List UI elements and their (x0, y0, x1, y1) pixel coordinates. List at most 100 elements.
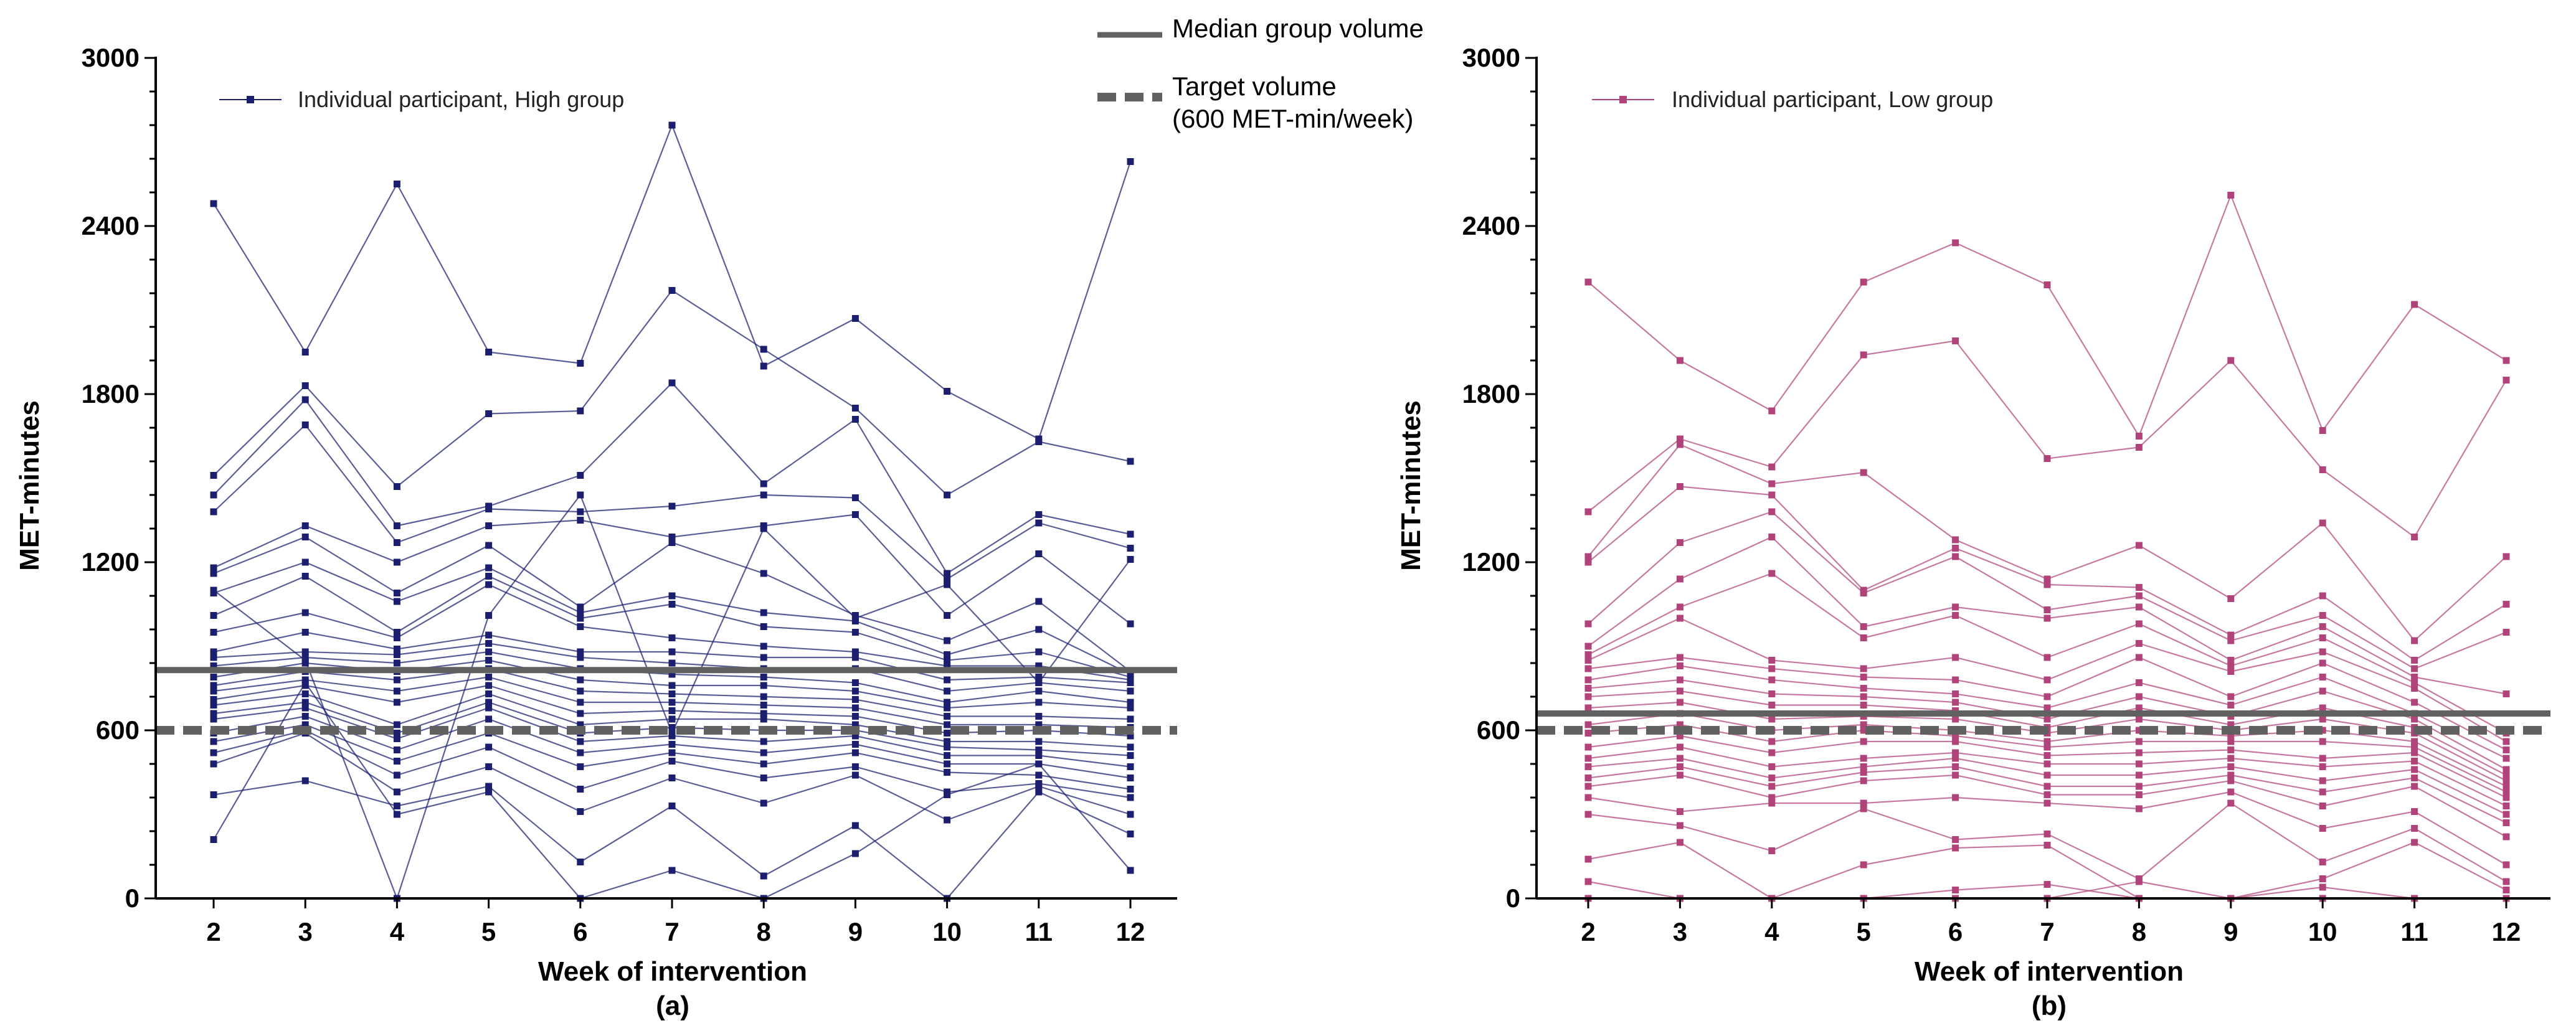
data-point (1952, 844, 1959, 852)
data-point (2135, 791, 2143, 798)
data-point (2411, 783, 2418, 790)
data-point (1952, 794, 1959, 801)
data-point (851, 679, 859, 686)
data-point (1768, 775, 1776, 781)
data-point (393, 687, 400, 695)
data-point (1768, 749, 1776, 756)
data-point (2503, 755, 2510, 762)
data-point (301, 573, 309, 580)
x-tick-label: 3 (298, 917, 313, 946)
data-point (2227, 662, 2235, 669)
panel-b-legend-marker (1619, 96, 1627, 103)
series-line (213, 124, 1132, 440)
panel-b-label: (b) (2032, 991, 2067, 1021)
data-point (301, 421, 309, 428)
data-point (210, 662, 217, 669)
data-point (1676, 441, 1683, 448)
data-point (1860, 721, 1867, 728)
data-point (2135, 654, 2143, 661)
data-point (2319, 859, 2326, 865)
data-point (2135, 783, 2143, 790)
data-point (2411, 766, 2418, 773)
data-point (2227, 788, 2235, 796)
data-point (2135, 771, 2143, 779)
data-point (210, 760, 217, 768)
data-point (1768, 463, 1776, 471)
y-tick-label: 1800 (82, 379, 140, 408)
x-tick-label: 4 (390, 917, 405, 946)
data-point (944, 791, 951, 798)
data-point (1860, 755, 1867, 762)
data-point (760, 362, 767, 370)
data-point (577, 721, 584, 728)
data-point (2411, 674, 2418, 680)
data-point (944, 662, 951, 669)
x-tick-label: 5 (481, 917, 496, 946)
data-point (1676, 808, 1683, 815)
data-point (1584, 878, 1592, 885)
data-point (1035, 674, 1043, 680)
panel-a-x-axis-title: Week of intervention (538, 956, 807, 987)
data-point (944, 699, 951, 706)
data-point (1035, 752, 1043, 759)
data-point (1676, 615, 1683, 622)
data-point (2503, 766, 2510, 773)
data-point (2227, 637, 2235, 644)
data-point (2043, 799, 2051, 807)
data-point (851, 315, 859, 322)
data-point (210, 472, 217, 479)
data-point (2227, 702, 2235, 709)
data-point (1860, 727, 1867, 734)
data-point (210, 696, 217, 703)
data-point (2135, 715, 2143, 723)
legend-target-label-line1: Target volume (1172, 72, 1337, 101)
data-point (944, 743, 951, 751)
panel-b-series-Q20 (1584, 771, 2510, 841)
data-point (851, 741, 859, 748)
data-point (2319, 659, 2326, 667)
data-point (668, 648, 676, 656)
y-tick-label: 0 (125, 883, 140, 913)
data-point (1952, 654, 1959, 661)
data-point (1860, 665, 1867, 672)
data-point (2411, 665, 2418, 672)
data-point (1584, 783, 1592, 790)
data-point (1035, 679, 1043, 686)
panel-b-series-Q17 (1584, 743, 2510, 809)
data-point (485, 640, 493, 647)
data-point (1860, 799, 1867, 807)
data-point (393, 758, 400, 765)
data-point (301, 721, 309, 728)
data-point (2227, 357, 2235, 364)
data-point (485, 542, 493, 549)
data-point (2227, 192, 2235, 199)
data-point (1676, 839, 1683, 846)
data-point (2503, 819, 2510, 826)
data-point (210, 200, 217, 207)
data-point (2043, 693, 2051, 700)
data-point (1952, 738, 1959, 745)
data-point (1676, 721, 1683, 728)
data-point (1584, 755, 1592, 762)
data-point (485, 783, 493, 790)
y-tick-label: 0 (1506, 883, 1520, 913)
data-point (210, 648, 217, 656)
data-point (1584, 811, 1592, 818)
data-point (851, 704, 859, 712)
data-point (485, 743, 493, 751)
y-tick-label: 600 (96, 715, 140, 745)
data-point (2135, 805, 2143, 812)
data-point (301, 679, 309, 686)
data-point (1860, 738, 1867, 745)
data-point (1676, 357, 1683, 364)
data-point (2135, 620, 2143, 628)
panel-a-series-P2 (210, 287, 1134, 499)
data-point (1127, 545, 1134, 552)
data-point (2227, 771, 2235, 779)
data-point (2227, 732, 2235, 740)
data-point (760, 346, 767, 353)
panel-b-series-Q23 (1584, 839, 2510, 902)
data-point (2227, 657, 2235, 664)
panel-b-tick-labels: 0 600 1200 1800 2400 3000 2 3 4 5 6 7 8 9 10 11 12 (1462, 43, 2521, 946)
data-point (760, 654, 767, 661)
